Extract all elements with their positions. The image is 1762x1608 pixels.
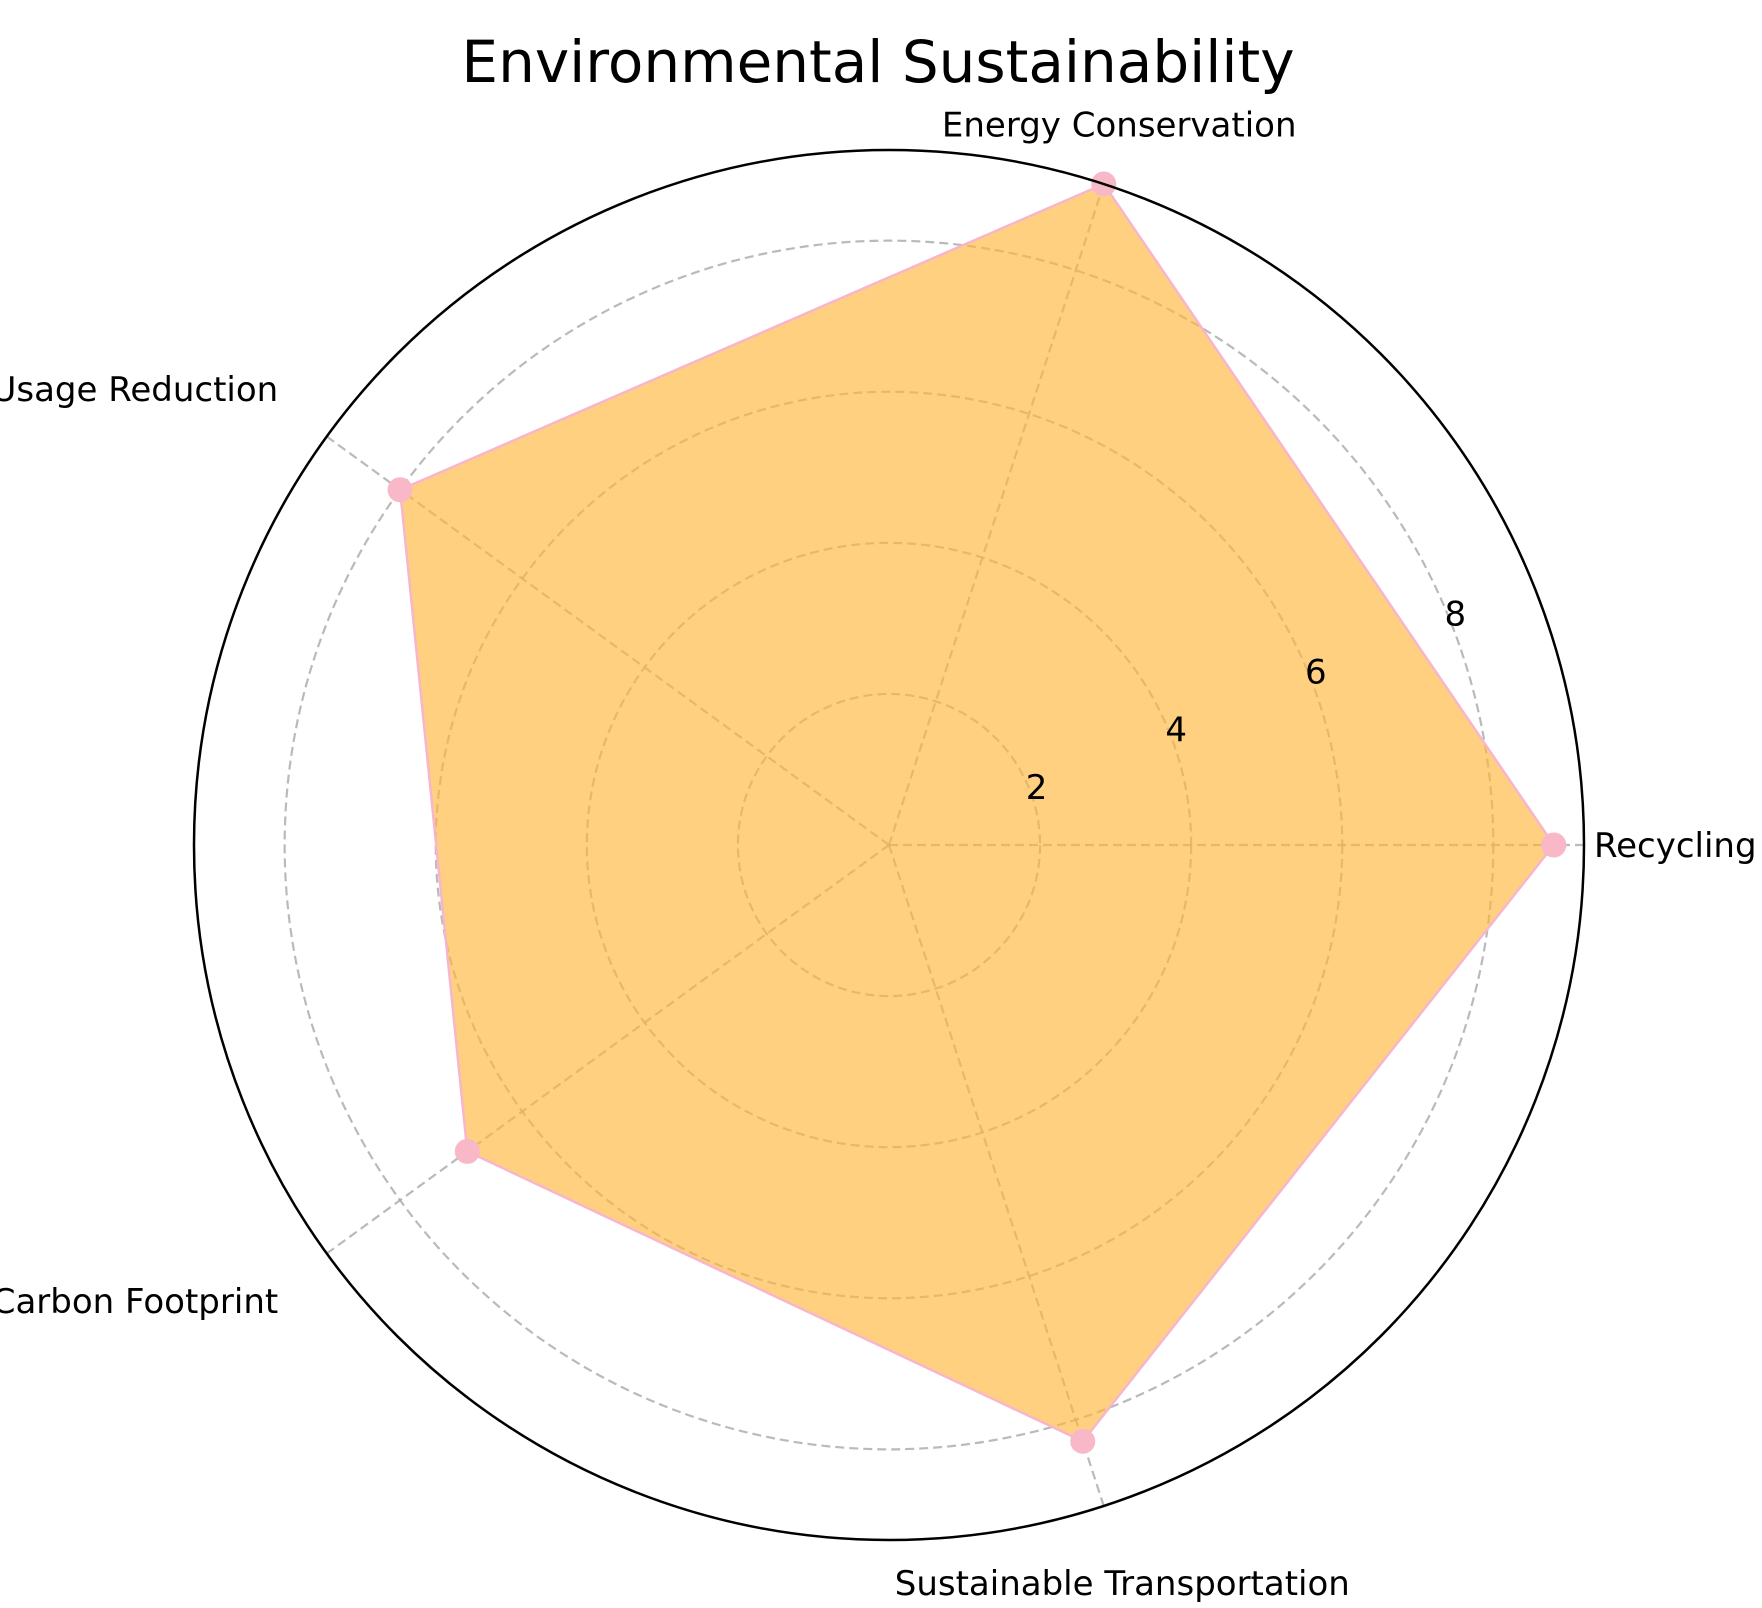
label-layer: 2 4 6 8 Recycling Energy Conservation Water Us… (0, 105, 1757, 1604)
radial-tick-label-8: 8 (1445, 595, 1467, 635)
radial-tick-label-6: 6 (1305, 653, 1327, 693)
data-point-recycling (1541, 832, 1567, 858)
category-label-recycling: Recycling (1594, 826, 1757, 866)
radial-tick-label-4: 4 (1165, 710, 1187, 750)
frame-layer (192, 148, 1586, 1542)
category-label-water-usage-reduction: Water Usage Reduction (0, 370, 278, 410)
series-layer (387, 171, 1567, 1454)
series-area-0 (398, 182, 1556, 1443)
category-label-carbon-footprint: Carbon Footprint (0, 1282, 278, 1322)
data-point-carbon-footprint (454, 1138, 480, 1164)
data-point-sustainable-transportation (1070, 1428, 1096, 1454)
data-point-water-usage-reduction (387, 477, 413, 503)
radial-tick-label-2: 2 (1026, 768, 1048, 808)
category-label-sustainable-transportation: Sustainable Transportation (895, 1564, 1350, 1604)
chart-title: Environmental Sustainability (461, 28, 1294, 96)
polar-frame (192, 148, 1586, 1542)
category-label-energy-conservation: Energy Conservation (942, 105, 1297, 145)
